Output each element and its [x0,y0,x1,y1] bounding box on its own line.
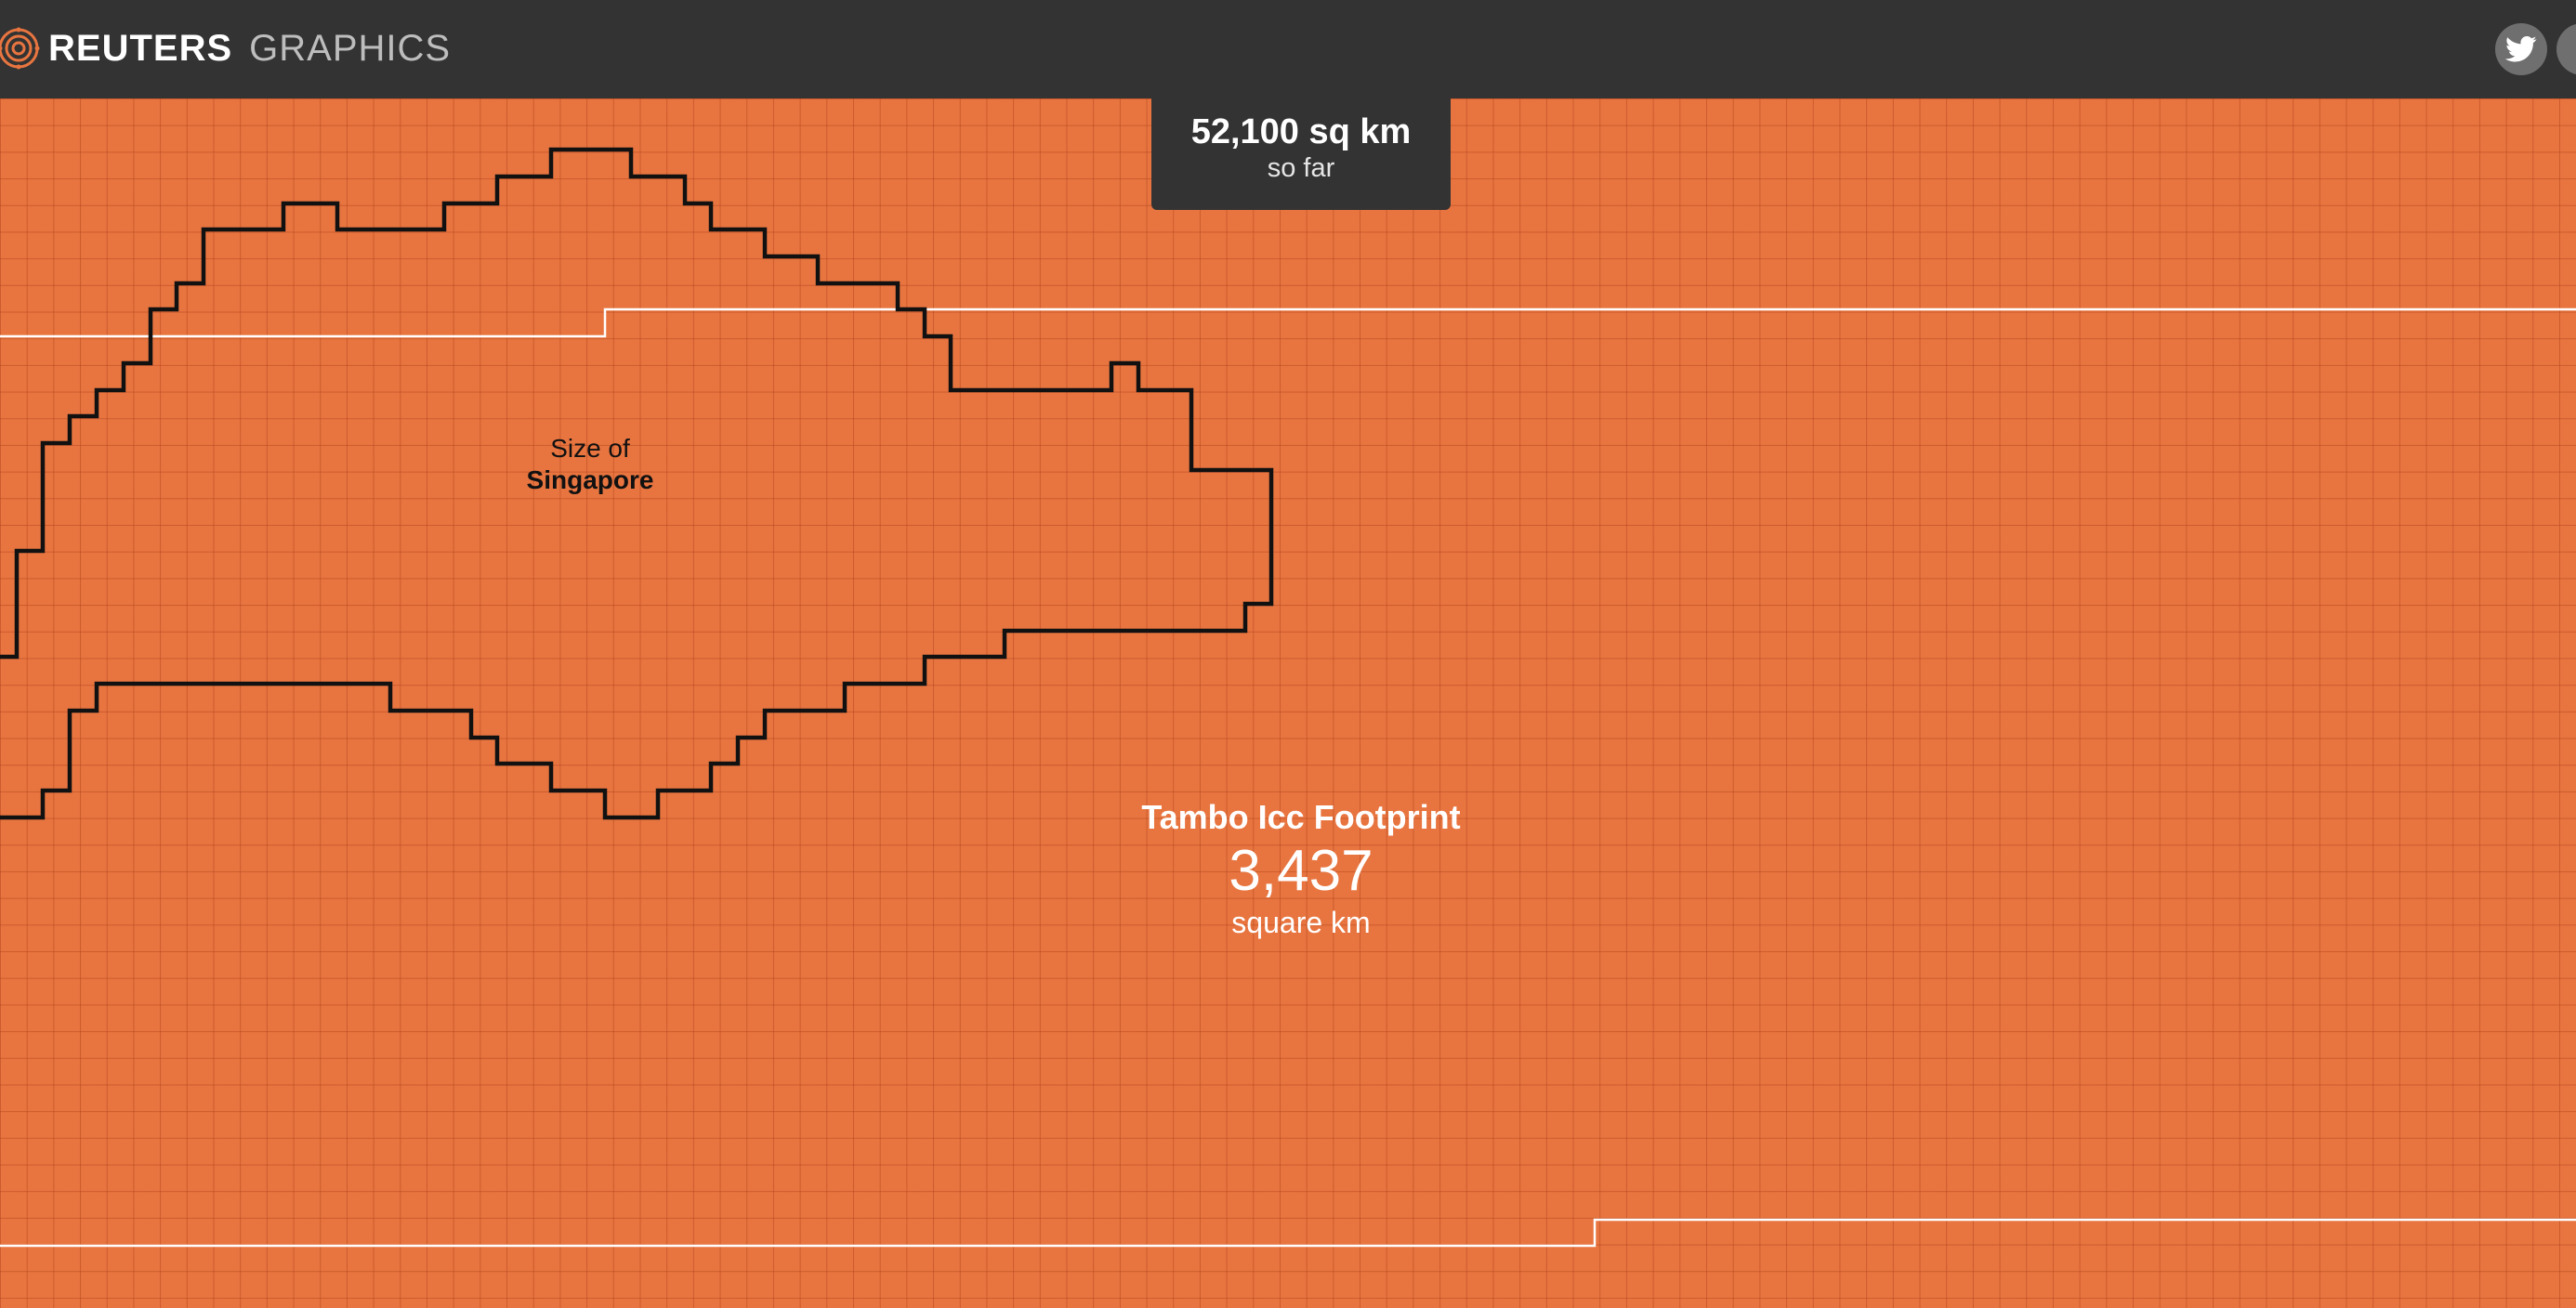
running-total-caption: so far [1267,153,1335,183]
singapore-label: Size of Singapore [497,433,683,496]
top-bar: REUTERS GRAPHICS [0,0,2576,98]
area-grid [0,98,2576,1308]
twitter-share-button[interactable] [2495,23,2547,75]
comparison-prefix: Size of [550,434,630,463]
footprint-title: Tambo Icc Footprint [1141,798,1461,836]
brand-name: REUTERS [48,27,233,69]
footprint-value: 3,437 [1229,839,1373,903]
footprint-stat: Tambo Icc Footprint 3,437 square km [1059,797,1543,940]
footprint-unit: square km [1231,906,1371,939]
reuters-logo[interactable]: REUTERS GRAPHICS [0,20,451,76]
comparison-name: Singapore [526,465,654,494]
running-total-box: 52,100 sq km so far [1151,98,1451,210]
reuters-logo-icon [0,27,40,70]
section-name: GRAPHICS [249,27,452,69]
share-button[interactable] [2556,23,2576,75]
running-total-value: 52,100 sq km [1190,112,1412,151]
twitter-icon [2505,35,2537,62]
